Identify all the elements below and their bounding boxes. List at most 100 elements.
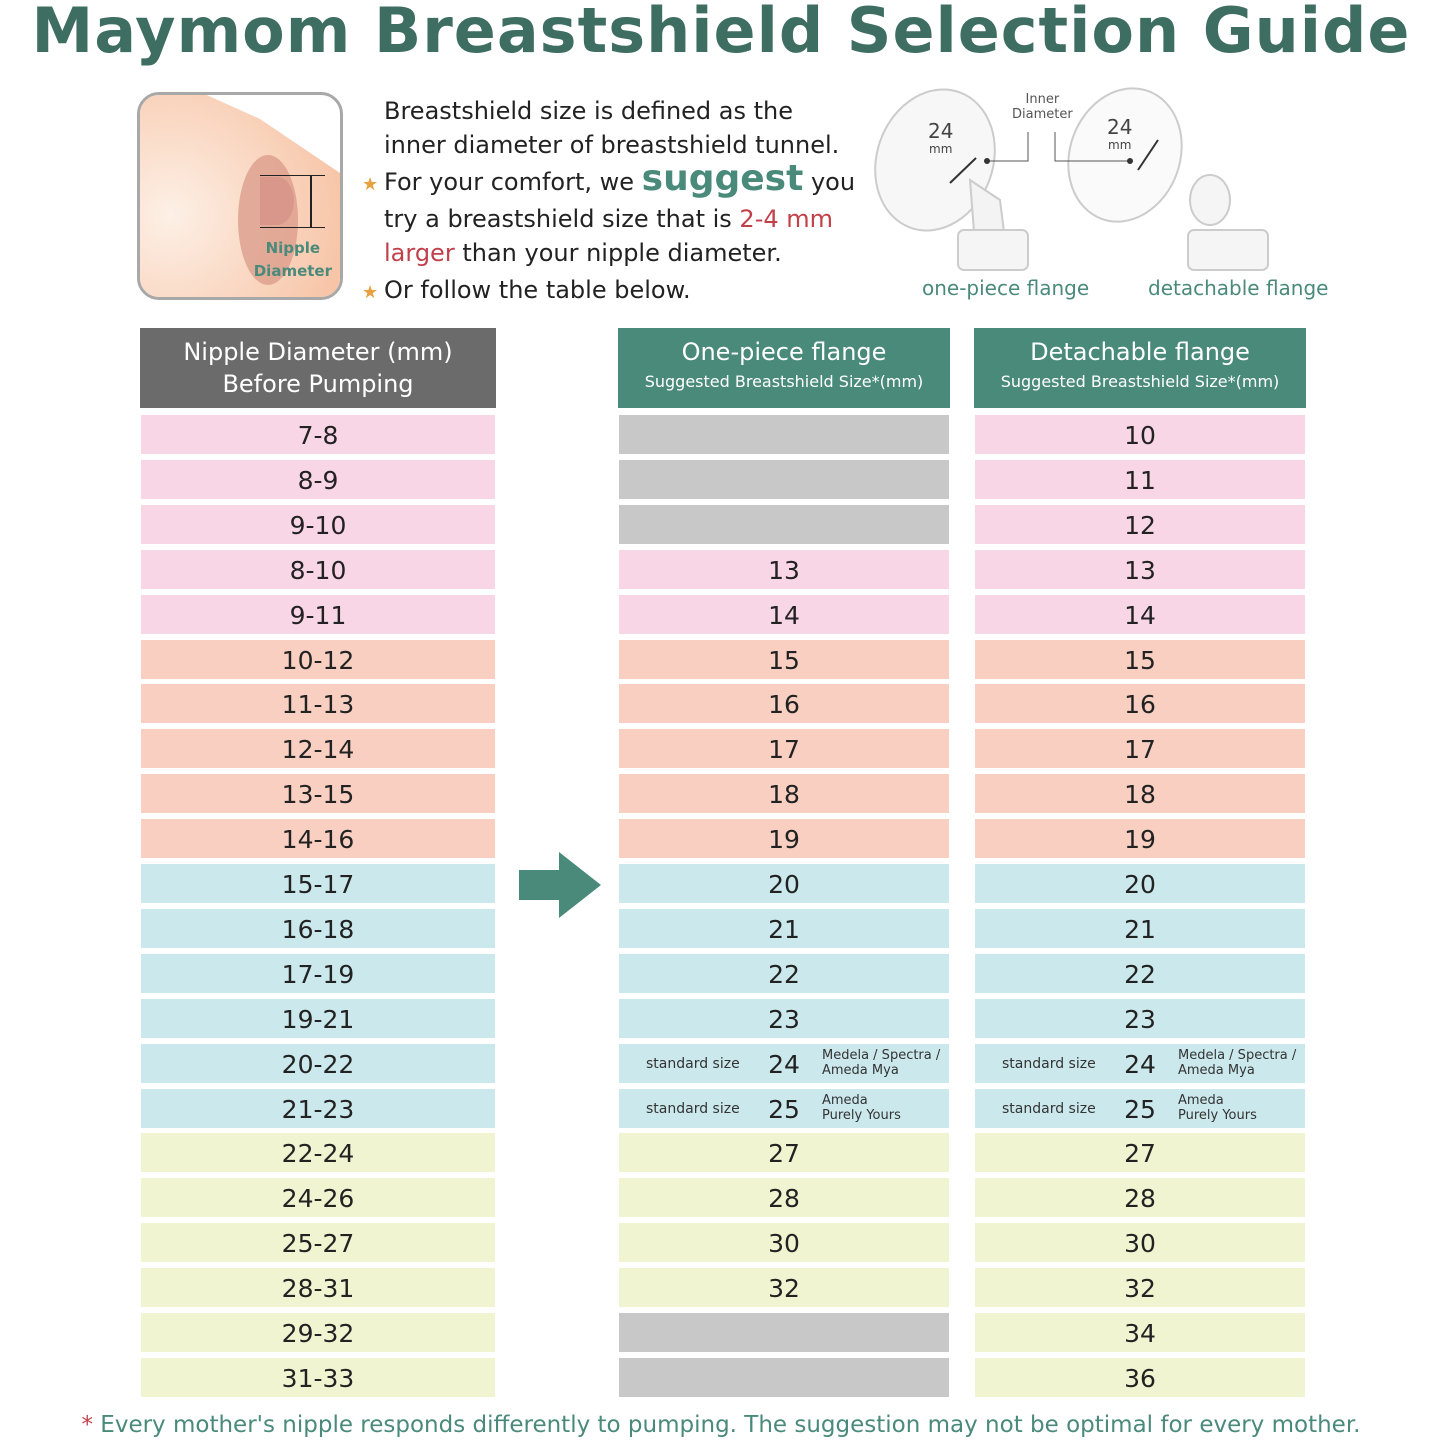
compatible-brands: Ameda Purely Yours (822, 1092, 901, 1123)
cell-value: 21 (1124, 914, 1156, 944)
cell-value: 25-27 (281, 1229, 355, 1259)
cell-value: 10-12 (281, 645, 355, 675)
one-piece-cell: 30 (619, 1223, 949, 1263)
cell-value: 15 (768, 645, 800, 675)
nipple-cell: 22-24 (141, 1133, 495, 1173)
detachable-cell: 36 (975, 1357, 1305, 1397)
cell-value: 14 (1124, 600, 1156, 630)
one-piece-cell: 16 (619, 684, 949, 724)
nipple-cell: 20-22 (141, 1043, 495, 1083)
detachable-cell: 10 (975, 415, 1305, 454)
nipple-cell: 9-11 (141, 594, 495, 634)
flange-illustrations: Inner Diameter 24 mm 24 mm one-piece flange… (870, 80, 1330, 310)
nipple-cell: 9-10 (141, 504, 495, 544)
intro-line: ★ Or follow the table below. (362, 273, 855, 310)
intro-text: Breastshield size is defined as the inne… (362, 94, 855, 310)
cell-value: 21 (768, 914, 800, 944)
one-piece-cell: 18 (619, 774, 949, 814)
one-piece-cell: 14 (619, 594, 949, 634)
detachable-cell: 30 (975, 1223, 1305, 1263)
nipple-cell: 14-16 (141, 819, 495, 859)
cell-value: 9-11 (289, 600, 347, 630)
detachable-cell: 25 standard size Ameda Purely Yours (975, 1088, 1305, 1128)
detachable-cell: 14 (975, 594, 1305, 634)
nipple-cell: 7-8 (141, 415, 495, 454)
cell-value: 19 (768, 825, 800, 855)
nipple-cell: 12-14 (141, 729, 495, 769)
cell-value: 24-26 (281, 1184, 355, 1214)
intro-line: larger than your nipple diameter. (384, 239, 782, 267)
footnote: * Every mother's nipple responds differe… (81, 1412, 1361, 1438)
cell-value: 17 (1124, 735, 1156, 765)
dimension-line (260, 227, 325, 228)
cell-value: 19-21 (281, 1004, 355, 1034)
cell-value: 15 (1124, 645, 1156, 675)
nipple-cell: 10-12 (141, 639, 495, 679)
cell-value: 28-31 (281, 1274, 355, 1304)
detachable-cell: 22 (975, 953, 1305, 993)
nipple-illustration (260, 177, 294, 225)
nipple-cell: 21-23 (141, 1088, 495, 1128)
detachable-cell: 23 (975, 998, 1305, 1038)
cell-value: 27 (1124, 1139, 1156, 1169)
cell-value: 14-16 (281, 825, 355, 855)
cell-value: 22 (768, 959, 800, 989)
one-piece-header: One-piece flange Suggested Breastshield S… (618, 328, 950, 408)
flange-icon (874, 87, 1269, 271)
standard-size-label: standard size (646, 1055, 740, 1072)
cell-value: 24 (1124, 1049, 1156, 1079)
one-piece-cell (619, 1357, 949, 1397)
detachable-cell: 13 (975, 549, 1305, 589)
cell-value: 16 (1124, 690, 1156, 720)
cell-value: 34 (1124, 1319, 1156, 1348)
dimension-line (260, 175, 325, 176)
cell-value: 28 (1124, 1184, 1156, 1214)
cell-value: 21-23 (281, 1094, 355, 1124)
nipple-cell: 29-32 (141, 1313, 495, 1352)
detachable-header: Detachable flange Suggested Breastshield … (974, 328, 1306, 408)
nipple-diameter-diagram: Nipple Diameter (137, 92, 343, 300)
cell-value: 15-17 (281, 870, 355, 899)
detachable-cell: 12 (975, 504, 1305, 544)
detachable-cell: 20 (975, 864, 1305, 903)
one-piece-cell (619, 415, 949, 454)
cell-value: 30 (1124, 1229, 1156, 1259)
cell-value: 22 (1124, 959, 1156, 989)
detachable-cell: 11 (975, 459, 1305, 499)
detachable-cell: 27 (975, 1133, 1305, 1173)
standard-size-label: standard size (646, 1100, 740, 1117)
detachable-flange-label: detachable flange (1148, 276, 1329, 300)
star-icon: ★ (362, 174, 379, 195)
dimension-arrow-icon (310, 175, 312, 227)
intro-line: inner diameter of breastshield tunnel. (384, 131, 840, 159)
nipple-cell: 13-15 (141, 774, 495, 814)
detachable-cell: 17 (975, 729, 1305, 769)
detachable-cell: 18 (975, 774, 1305, 814)
detachable-cell: 28 (975, 1178, 1305, 1218)
page-title: Maymom Breastshield Selection Guide (31, 0, 1411, 67)
cell-value: 27 (768, 1139, 800, 1169)
cell-value: 12 (1124, 510, 1156, 540)
cell-value: 20 (768, 870, 800, 899)
one-piece-cell: 15 (619, 639, 949, 679)
nipple-cell: 31-33 (141, 1357, 495, 1397)
intro-line: ★ For your comfort, we suggest you (362, 161, 855, 202)
detachable-cell: 19 (975, 819, 1305, 859)
one-piece-cell: 32 (619, 1268, 949, 1308)
cell-value: 20-22 (281, 1049, 355, 1079)
nipple-cell: 28-31 (141, 1268, 495, 1308)
one-piece-cell: 24 standard size Medela / Spectra / Ameda M… (619, 1043, 949, 1083)
cell-value: 23 (1124, 1004, 1156, 1034)
cell-value: 11-13 (281, 690, 355, 720)
one-piece-cell: 23 (619, 998, 949, 1038)
detachable-cell: 15 (975, 639, 1305, 679)
nipple-cell: 8-10 (141, 549, 495, 589)
one-piece-cell: 13 (619, 549, 949, 589)
nipple-diameter-header: Nipple Diameter (mm) Before Pumping (140, 328, 496, 408)
one-piece-cell: 25 standard size Ameda Purely Yours (619, 1088, 949, 1128)
cell-value: 17-19 (281, 959, 355, 989)
cell-value: 24 (768, 1049, 800, 1079)
cell-value: 18 (1124, 780, 1156, 810)
cell-value: 16 (768, 690, 800, 720)
nipple-diameter-label: Nipple Diameter (253, 239, 332, 280)
